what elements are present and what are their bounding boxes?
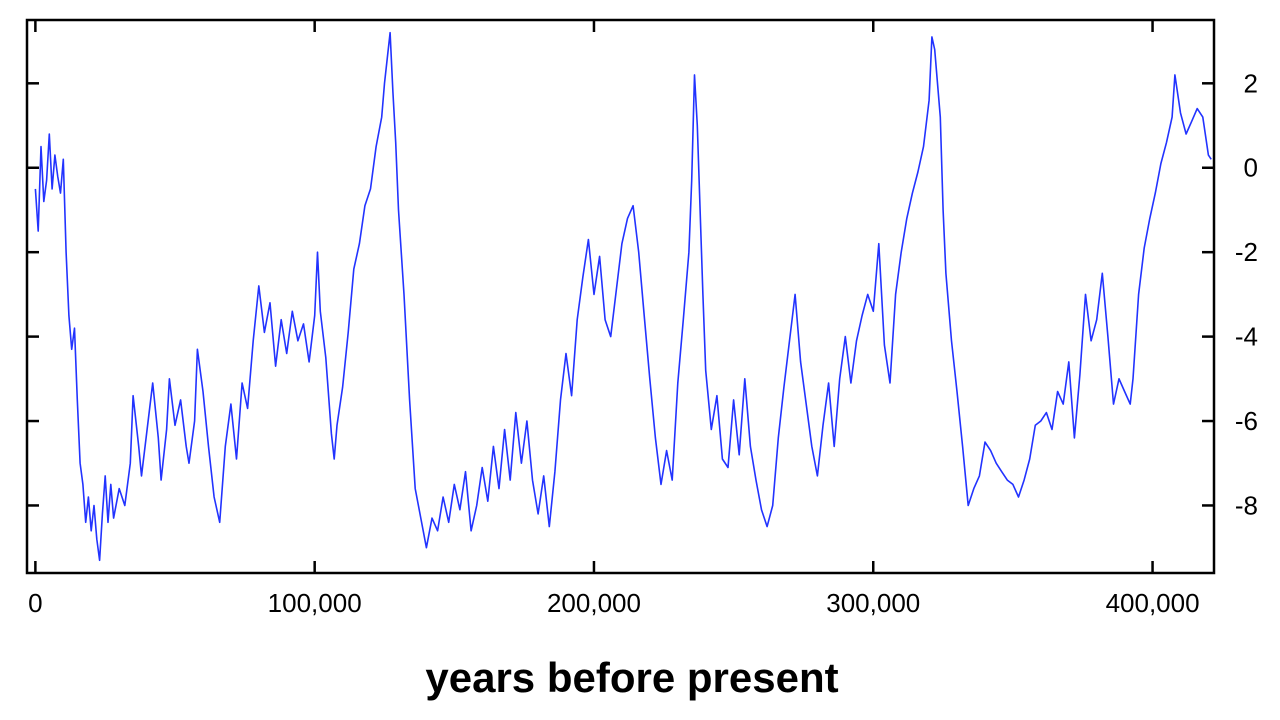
temperature-series-line [34,31,1212,562]
y-tick-label: -4 [1235,322,1258,352]
x-tick-label: 100,000 [268,588,362,618]
x-tick-labels: 0 100,000 200,000 300,000 400,000 [28,588,1199,618]
tick-marks [27,20,1214,573]
x-tick-label: 400,000 [1106,588,1200,618]
x-tick-label: 200,000 [547,588,641,618]
y-tick-label: 0 [1244,153,1258,183]
y-tick-label: -6 [1235,406,1258,436]
y-tick-labels: 2 0 -2 -4 -6 -8 [1235,68,1258,520]
x-tick-label: 300,000 [826,588,920,618]
x-tick-label: 0 [28,588,42,618]
y-tick-label: 2 [1244,68,1258,98]
plot-frame [25,18,1216,575]
y-tick-label: -8 [1235,490,1258,520]
y-tick-label: -2 [1235,237,1258,267]
x-axis-title: years before present [425,654,838,701]
